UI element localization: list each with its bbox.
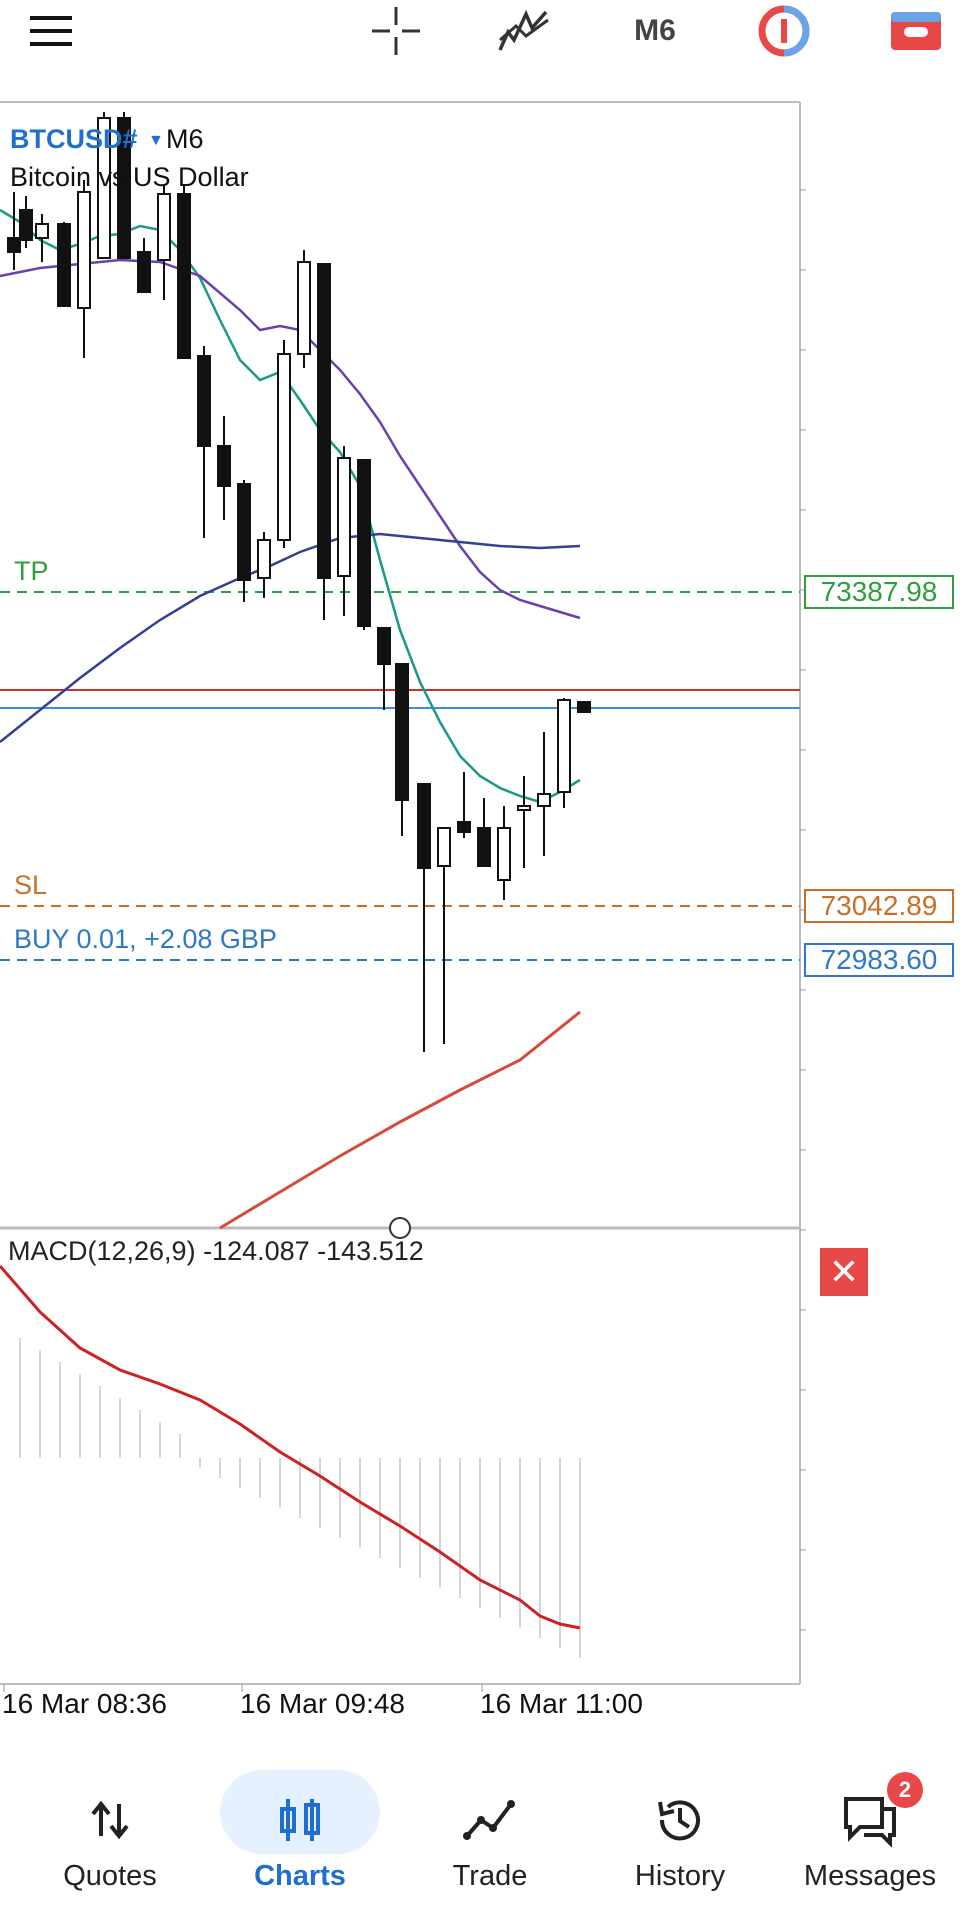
crosshair-icon[interactable]	[368, 6, 424, 56]
nav-messages-label: Messages	[803, 1860, 937, 1892]
candle-body	[57, 223, 71, 307]
candle-body	[277, 353, 291, 541]
timeframe-label: M6	[634, 14, 676, 47]
ma-slow	[0, 532, 581, 743]
nav-trade[interactable]: Trade	[395, 1750, 585, 1920]
nav-charts-label: Charts	[254, 1860, 346, 1892]
candle-body	[19, 209, 33, 241]
trade-icon	[460, 1790, 520, 1850]
candle-body	[417, 783, 431, 869]
candle-body	[317, 263, 331, 579]
buy-position-label[interactable]: BUY 0.01, +2.08 GBP	[14, 924, 277, 954]
symbol-dropdown-icon[interactable]: ▼	[148, 132, 164, 149]
chart-type-icon[interactable]	[756, 5, 812, 57]
candle-body	[257, 539, 271, 579]
candle-body	[557, 699, 571, 793]
candle-body	[517, 805, 531, 811]
candle-body	[457, 821, 471, 833]
symbol-timeframe: M6	[166, 124, 204, 154]
bottom-navigation: Quotes Charts Trade History 2 Messages	[0, 1750, 980, 1920]
candle-body	[377, 627, 391, 665]
time-label-1: 16 Mar 08:36	[2, 1688, 167, 1719]
nav-active-indicator	[220, 1770, 380, 1854]
indicators-icon[interactable]	[496, 6, 552, 56]
time-label-2: 16 Mar 09:48	[240, 1688, 405, 1719]
separator-handle	[389, 1217, 411, 1239]
ma-medium	[0, 258, 581, 620]
messages-badge: 2	[887, 1772, 923, 1808]
candle-body	[177, 193, 191, 359]
candle-body	[497, 827, 511, 881]
nav-trade-label: Trade	[452, 1860, 528, 1892]
candle-body	[395, 663, 409, 801]
price-chart[interactable]	[0, 0, 980, 1750]
timeframe-selector[interactable]: M6	[624, 6, 686, 56]
candle-body	[337, 457, 351, 577]
history-icon	[650, 1790, 710, 1850]
macd-label: MACD(12,26,9) -124.087 -143.512	[8, 1236, 424, 1266]
menu-icon[interactable]	[26, 6, 76, 56]
nav-charts[interactable]: Charts	[205, 1750, 395, 1920]
candle-body	[237, 483, 251, 581]
tp-price-tag: 73387.98	[804, 575, 954, 609]
candle-body	[477, 827, 491, 867]
tp-line-label: TP	[14, 556, 49, 586]
candle-body	[357, 459, 371, 627]
nav-messages[interactable]: 2 Messages	[775, 1750, 965, 1920]
nav-quotes-label: Quotes	[63, 1860, 157, 1892]
one-click-trade-icon[interactable]	[888, 6, 944, 56]
time-label-3: 16 Mar 11:00	[480, 1688, 643, 1719]
symbol-description: Bitcoin vs US Dollar	[10, 162, 249, 192]
quotes-icon	[80, 1790, 140, 1850]
nav-quotes[interactable]: Quotes	[15, 1750, 205, 1920]
candle-body	[7, 237, 21, 253]
candle-body	[157, 193, 171, 261]
candle-body	[197, 355, 211, 447]
sl-line-label: SL	[14, 870, 48, 900]
nav-history-label: History	[634, 1860, 726, 1892]
candle-body	[117, 117, 131, 259]
top-toolbar: M6	[0, 0, 980, 62]
macd-signal-line	[0, 1265, 581, 1630]
candle-body	[217, 445, 231, 487]
candle-body	[297, 261, 311, 355]
sl-price-tag: 73042.89	[804, 889, 954, 923]
buy-price-tag: 72983.60	[804, 943, 954, 977]
candle-body	[35, 223, 49, 239]
close-indicator-button[interactable]: ✕	[820, 1248, 868, 1296]
candle-body	[77, 191, 91, 309]
candle-body	[577, 701, 591, 713]
candle-body	[537, 793, 551, 807]
candle-body	[137, 251, 151, 293]
charts-icon	[270, 1790, 330, 1850]
candle-body	[97, 117, 111, 259]
symbol-name[interactable]: BTCUSD#	[10, 124, 138, 154]
nav-history[interactable]: History	[585, 1750, 775, 1920]
messages-icon	[840, 1790, 900, 1850]
candle-body	[437, 827, 451, 867]
ma-long	[219, 1010, 581, 1230]
